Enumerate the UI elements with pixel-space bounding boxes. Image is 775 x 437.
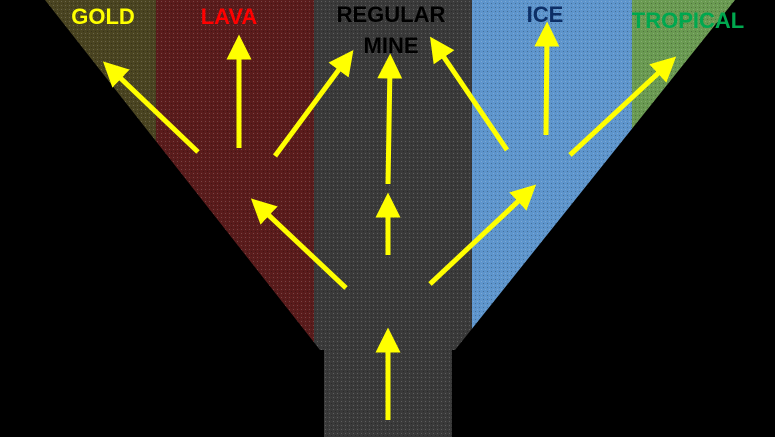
zone-labels: GOLD LAVA REGULAR MINE ICE TROPICAL xyxy=(71,2,744,58)
label-lava: LAVA xyxy=(201,4,258,29)
label-tropical: TROPICAL xyxy=(632,8,744,33)
arrows xyxy=(102,21,677,420)
label-gold: GOLD xyxy=(71,4,135,29)
label-ice: ICE xyxy=(527,2,564,27)
arrow-up-left-icon xyxy=(250,198,348,290)
arrow-up-icon xyxy=(377,53,403,185)
arrow-up-right-icon xyxy=(568,56,677,157)
label-regular-line2: MINE xyxy=(364,33,419,58)
arrow-up-left-icon xyxy=(102,61,200,154)
arrow-up-right-icon xyxy=(428,184,537,286)
arrow-up-left-icon xyxy=(429,36,510,152)
arrow-up-right-icon xyxy=(272,49,354,158)
label-regular-line1: REGULAR xyxy=(337,2,446,27)
arrow-up-icon xyxy=(534,21,560,136)
